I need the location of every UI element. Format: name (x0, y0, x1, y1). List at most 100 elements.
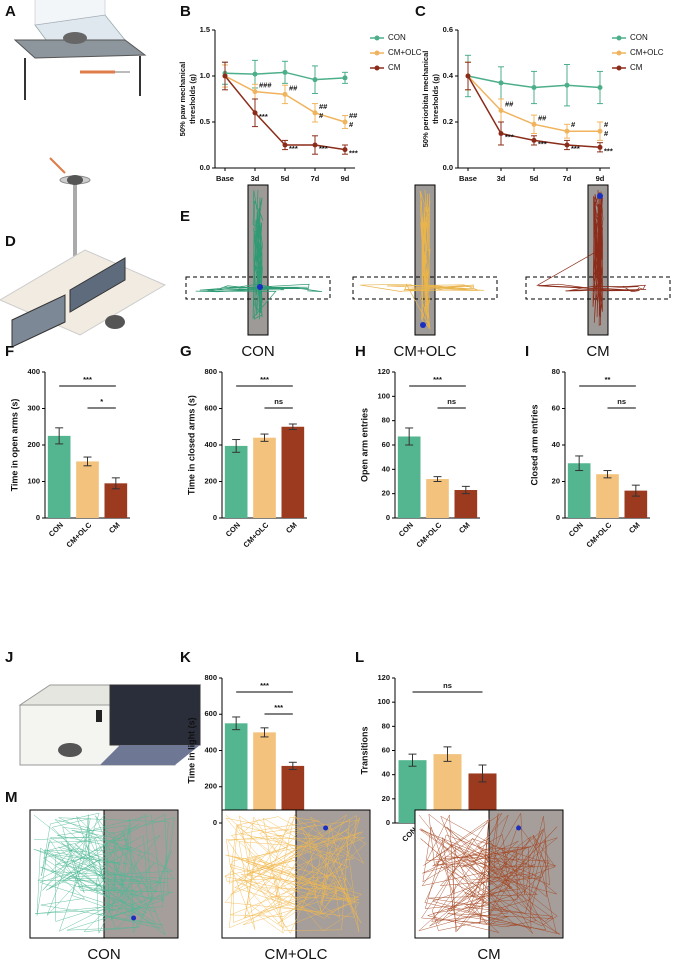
bar (76, 461, 99, 518)
x-tick-label: 5d (530, 174, 539, 183)
point (342, 147, 348, 153)
y-tick-label: 1.0 (200, 71, 210, 80)
y-tick-label: 0.0 (443, 163, 453, 172)
point (342, 75, 348, 81)
y-axis-label: 50% periorbital mechanical (421, 51, 430, 148)
point (342, 119, 348, 125)
y-tick-label: 40 (552, 440, 560, 449)
y-tick-label: 200 (204, 476, 217, 485)
significance-label: ** (605, 375, 611, 384)
panel-label: K (180, 649, 191, 666)
point (282, 69, 288, 75)
significance-label: * (100, 397, 103, 406)
point (564, 142, 570, 148)
panel-label: M (5, 789, 18, 806)
annotation: ## (319, 102, 328, 111)
panel-label: H (355, 343, 366, 360)
x-tick-label: CM+OLC (64, 520, 93, 549)
y-tick-label: 200 (27, 440, 40, 449)
x-tick-label: CON (567, 520, 585, 538)
maze-track (195, 189, 323, 320)
illustration-plus-maze (0, 249, 167, 348)
y-tick-label: 40 (382, 770, 390, 779)
y-tick-label: 200 (204, 782, 217, 791)
bar (397, 436, 421, 518)
legend-marker (616, 35, 622, 41)
y-tick-label: 100 (377, 697, 390, 706)
x-tick-label: CM+OLC (241, 520, 270, 549)
y-tick-label: 20 (382, 794, 390, 803)
significance-label: *** (433, 375, 442, 384)
bar (454, 490, 478, 518)
annotation: ## (289, 83, 298, 92)
point (597, 128, 603, 134)
y-tick-label: 60 (382, 745, 390, 754)
legend-label: CM (630, 63, 643, 72)
x-tick-label: 3d (497, 174, 506, 183)
panel-label: B (180, 3, 191, 20)
y-axis-label: thresholds (g) (188, 73, 197, 124)
legend-label: CM (388, 63, 401, 72)
y-tick-label: 60 (382, 440, 390, 449)
point (252, 110, 258, 116)
maze-track (536, 189, 647, 326)
y-tick-label: 0.2 (443, 117, 453, 126)
x-tick-label: 3d (251, 174, 260, 183)
significance-label: *** (274, 703, 283, 712)
box-label: CM+OLC (265, 946, 328, 963)
panel-label: L (355, 649, 364, 666)
point (498, 108, 504, 113)
y-tick-label: 300 (27, 403, 40, 412)
annotation: *** (538, 139, 547, 148)
y-axis-label: Time in open arms (s) (9, 399, 19, 492)
panel-label: F (5, 343, 14, 360)
bar (104, 483, 128, 518)
annotation: # (604, 129, 609, 138)
bar (567, 463, 591, 518)
box-track (418, 812, 561, 935)
legend-label: CON (388, 33, 406, 42)
y-axis-label: thresholds (g) (431, 73, 440, 124)
x-tick-label: Base (216, 174, 234, 183)
x-tick-label: CON (47, 520, 65, 538)
y-tick-label: 80 (382, 416, 390, 425)
y-tick-label: 100 (27, 476, 40, 485)
y-tick-label: 1.5 (200, 25, 210, 34)
y-tick-label: 800 (204, 673, 217, 682)
annotation: ## (505, 99, 514, 108)
y-axis-label: 50% paw mechanical (178, 62, 187, 137)
box-track (224, 814, 367, 934)
annotation: *** (259, 112, 268, 121)
point (252, 71, 258, 77)
annotation: ## (349, 111, 358, 120)
y-tick-label: 0 (386, 818, 390, 827)
annotation: *** (505, 132, 514, 141)
box-label: CON (87, 946, 120, 963)
y-tick-label: 800 (204, 367, 217, 376)
illustration-light-dark-box (18, 684, 202, 766)
maze-label: CM (586, 343, 609, 360)
bar (253, 732, 276, 823)
y-tick-label: 80 (382, 721, 390, 730)
bar (281, 426, 305, 518)
y-tick-label: 0 (386, 513, 390, 522)
bar (624, 490, 648, 518)
box-label: CM (477, 946, 500, 963)
x-tick-label: Base (459, 174, 477, 183)
y-tick-label: 0 (213, 513, 217, 522)
point (282, 142, 288, 148)
point (564, 82, 570, 88)
x-tick-label: CM (284, 520, 299, 535)
annotation: *** (349, 149, 358, 158)
panel-label: E (180, 208, 190, 225)
track-end (420, 322, 426, 328)
significance-label: *** (83, 375, 92, 384)
bar (47, 435, 71, 518)
track-end (257, 284, 263, 290)
legend-marker (374, 65, 380, 71)
point (531, 85, 537, 90)
y-tick-label: 0.5 (200, 117, 210, 126)
panel-label: I (525, 343, 529, 360)
annotation: *** (604, 146, 613, 155)
legend-label: CM+OLC (388, 48, 422, 57)
